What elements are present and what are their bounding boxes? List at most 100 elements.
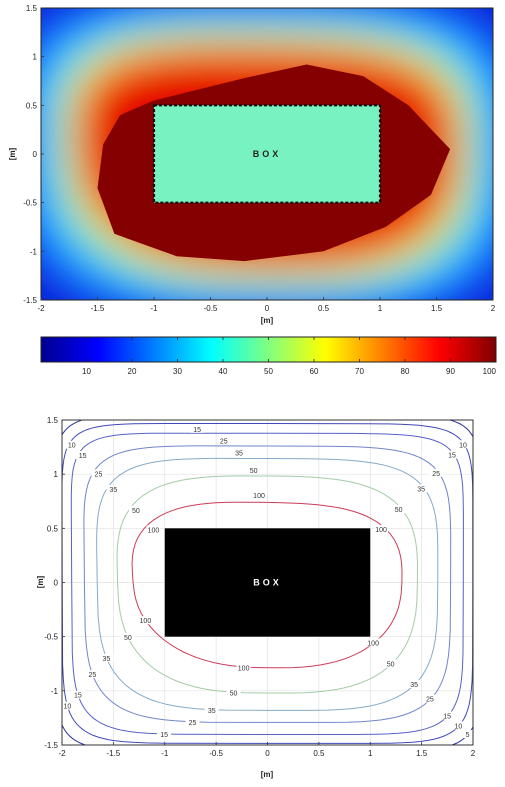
y-tick-label: 0	[54, 579, 59, 588]
contour-label: 25	[189, 720, 197, 727]
colorbar-tick-label: 50	[264, 367, 273, 376]
x-tick-label: -1.5	[106, 749, 120, 758]
colorbar-tick-label: 60	[310, 367, 319, 376]
x-tick-label: -1.5	[91, 304, 105, 313]
contour-label-bg	[157, 729, 172, 738]
x-tick-label: 1	[378, 304, 383, 313]
contour-label: 15	[74, 693, 82, 700]
contour-label-bg	[366, 638, 381, 647]
contour-box: BOX	[164, 528, 371, 637]
contour-y-ticks: -1.5 -1 -0.5 0 0.5 1 1.5	[44, 416, 65, 750]
x-tick-label: 0	[265, 304, 270, 313]
y-tick-label: 1	[54, 470, 59, 479]
contour-label: 35	[410, 682, 418, 689]
contour-chart: 5101010101515151515152525252525253535353…	[36, 416, 476, 779]
contour-label-bg	[226, 688, 241, 697]
contour-label-bg	[246, 465, 261, 474]
colorbar-tick-label: 30	[173, 367, 182, 376]
heatmap-box: BOX	[152, 104, 382, 204]
contour-label: 50	[230, 691, 238, 698]
y-tick-label: 1	[33, 53, 38, 62]
contour-label-bg	[120, 632, 135, 641]
contour-label: 10	[459, 442, 467, 449]
contour-label-bg	[252, 490, 267, 499]
contour-line-100	[131, 501, 403, 669]
contour-label-bg	[236, 663, 251, 672]
contour-label: 15	[193, 427, 201, 434]
contour-label: 50	[387, 662, 395, 669]
contour-x-ticks: -2 -1.5 -1 -0.5 0 0.5 1 1.5 2	[58, 742, 476, 758]
contour-label-bg	[128, 505, 143, 514]
contour-label: 35	[208, 708, 216, 715]
heatmap-y-axis-label: [m]	[8, 147, 17, 160]
y-tick-label: -1.5	[44, 741, 58, 750]
contour-label-bg	[106, 484, 121, 493]
contour-label-bg	[455, 440, 470, 449]
contour-label-bg	[460, 730, 473, 739]
contour-label-bg	[85, 670, 100, 679]
contour-label-bg	[451, 721, 466, 730]
contour-label: 50	[395, 507, 403, 514]
contour-line-25	[83, 445, 452, 723]
y-tick-label: -0.5	[44, 633, 58, 642]
contour-label-bg	[374, 524, 389, 533]
x-tick-label: 2	[491, 304, 496, 313]
x-tick-label: 0.5	[318, 304, 330, 313]
colorbar-tick-label: 70	[355, 367, 364, 376]
x-tick-label: 0.5	[313, 749, 325, 758]
colorbar-ticks: 10 20 30 40 50 60 70 80 90 100	[82, 337, 497, 376]
heatmap-box-label: BOX	[253, 149, 282, 159]
x-tick-label: 2	[471, 749, 476, 758]
colorbar-tick-label: 90	[446, 367, 455, 376]
contour-label: 25	[220, 439, 228, 446]
contour-label: 35	[103, 656, 111, 663]
contour-line-35	[96, 457, 439, 711]
contour-label-bg	[75, 451, 90, 460]
x-tick-label: -2	[37, 304, 45, 313]
x-tick-label: 1	[368, 749, 373, 758]
colorbar-tick-label: 20	[128, 367, 137, 376]
contour-label-bg	[185, 717, 200, 726]
contour-line-50	[116, 475, 419, 694]
contour-x-axis-label: [m]	[261, 770, 274, 779]
contour-label-bg	[91, 469, 106, 478]
contour-label: 15	[79, 453, 87, 460]
y-tick-label: -0.5	[23, 199, 37, 208]
contour-y-axis-label: [m]	[36, 575, 45, 588]
contour-line-15	[70, 432, 464, 735]
contour-label: 15	[448, 453, 456, 460]
contour-label-bg	[429, 468, 444, 477]
contour-label: 100	[148, 527, 160, 534]
contour-label: 15	[443, 713, 451, 720]
heatmap-y-ticks: -1.5 -1 -0.5 0 0.5 1 1.5	[23, 4, 44, 305]
contour-label-bg	[445, 450, 460, 459]
contour-label: 10	[455, 723, 463, 730]
contour-label: 25	[432, 471, 440, 478]
contour-labels: 5101010101515151515152525252525253535353…	[62, 424, 473, 739]
contour-label-bg	[190, 424, 205, 433]
contour-label: 100	[367, 640, 379, 647]
colorbar-gradient	[40, 336, 497, 363]
heatmap-x-axis-label: [m]	[261, 316, 274, 325]
y-tick-label: 0.5	[26, 101, 38, 110]
y-tick-label: -1	[51, 687, 59, 696]
x-tick-label: -2	[58, 749, 66, 758]
contour-label: 100	[238, 666, 250, 673]
y-tick-label: 0	[33, 150, 38, 159]
contour-label: 25	[426, 697, 434, 704]
x-tick-label: -1	[161, 749, 169, 758]
colorbar: 10 20 30 40 50 60 70 80 90 100	[40, 336, 497, 376]
contour-label-bg	[440, 711, 455, 720]
y-tick-label: 1.5	[47, 416, 59, 425]
contour-label-bg	[414, 484, 429, 493]
contour-label: 15	[160, 732, 168, 739]
contour-label: 100	[140, 618, 152, 625]
colorbar-tick-label: 100	[483, 367, 497, 376]
contour-label: 25	[95, 471, 103, 478]
heatmap-chart: BOX -2 -1.5 -1 -0.5 0 0.5 1 1.5 2 -1.5-1-0.500.5…	[8, 4, 496, 325]
colorbar-tick-label: 10	[82, 367, 91, 376]
contour-label-bg	[99, 653, 114, 662]
x-tick-label: -1	[150, 304, 158, 313]
y-tick-label: 0.5	[47, 524, 59, 533]
